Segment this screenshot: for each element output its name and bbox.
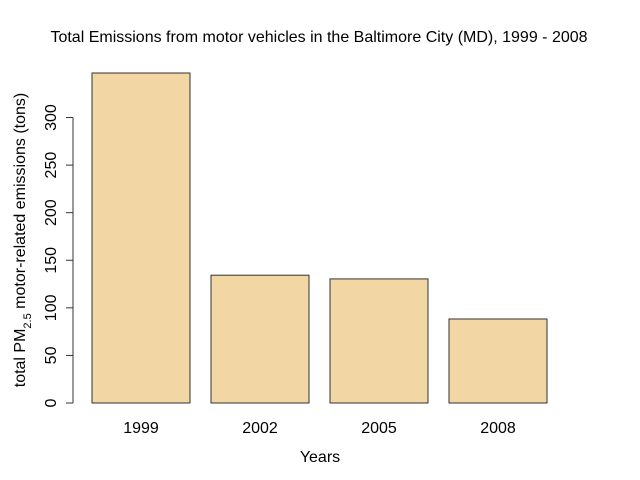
chart-title: Total Emissions from motor vehicles in t… — [50, 29, 587, 46]
bar-2005 — [329, 278, 429, 404]
y-axis-label: total PM2.5 motor-related emissions (ton… — [12, 93, 34, 388]
x-tick-labels: 1999 2002 2005 2008 — [123, 420, 516, 437]
x-tick-label-2002: 2002 — [242, 420, 278, 437]
y-axis-label-prefix: total PM — [12, 329, 29, 388]
y-tick-label: 300 — [43, 104, 60, 131]
y-axis-label-subscript: 2.5 — [22, 313, 34, 328]
x-tick-label-2005: 2005 — [361, 420, 397, 437]
bar-1999 — [91, 72, 191, 404]
y-tick-label: 150 — [43, 247, 60, 274]
y-tick-label: 50 — [43, 346, 60, 364]
y-tick-label: 0 — [43, 398, 60, 407]
y-axis: 0 50 100 150 200 250 300 — [43, 104, 74, 407]
x-tick-label-2008: 2008 — [480, 420, 516, 437]
x-axis-label: Years — [300, 449, 340, 466]
bars-group — [91, 72, 548, 404]
y-tick-label: 200 — [43, 199, 60, 226]
bar-2002 — [210, 274, 310, 404]
bar-2008 — [448, 318, 548, 404]
y-tick-label: 250 — [43, 152, 60, 179]
y-tick-label: 100 — [43, 294, 60, 321]
x-tick-label-1999: 1999 — [123, 420, 159, 437]
y-axis-label-suffix: motor-related emissions (tons) — [12, 93, 29, 314]
